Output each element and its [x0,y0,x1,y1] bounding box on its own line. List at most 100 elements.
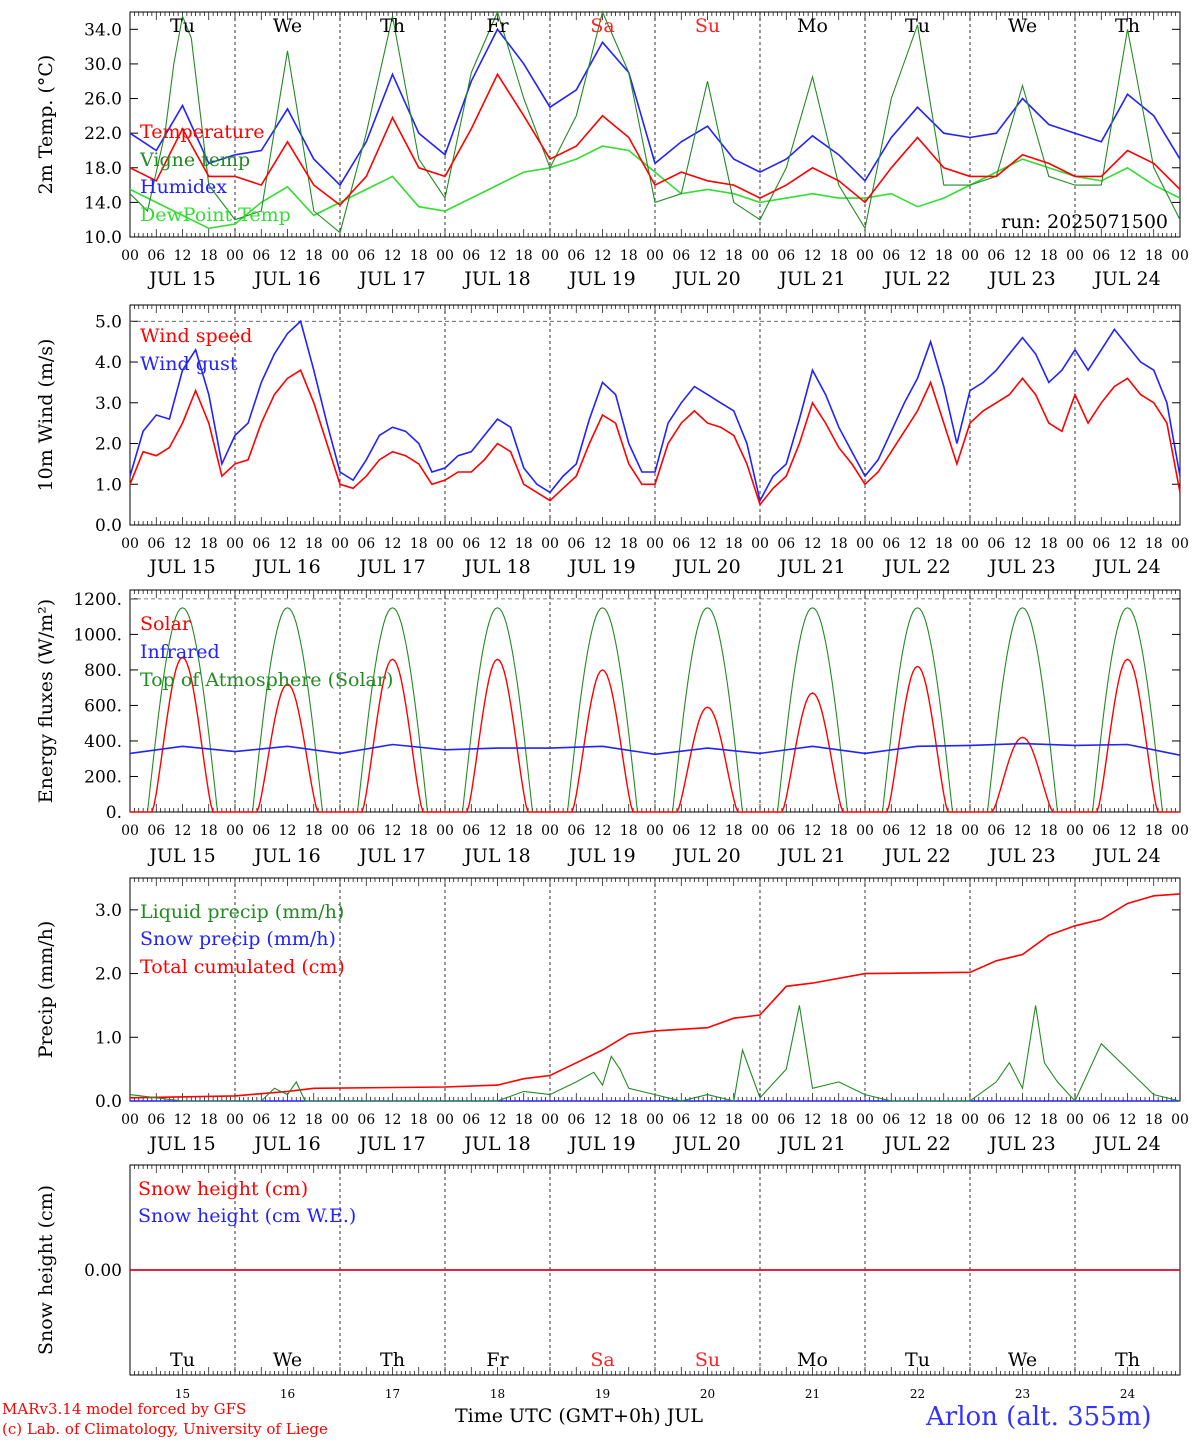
weekday-label: Fr [486,15,509,37]
hour-tick-label: 12 [174,536,192,552]
weekday-label: Th [380,15,405,37]
hour-tick-label: 12 [1119,823,1137,839]
day-number-label: 22 [910,1387,925,1401]
weekday-label: Su [695,15,720,37]
hour-tick-label: 18 [1040,1112,1058,1128]
date-label: JUL 18 [462,845,530,867]
hour-tick-label: 06 [462,536,480,552]
hour-tick-label: 18 [620,823,638,839]
hour-tick-label: 06 [147,536,165,552]
legend-entry: Top of Atmosphere (Solar) [140,669,393,691]
hour-tick-label: 00 [226,536,244,552]
hour-tick-label: 12 [279,1112,297,1128]
y-axis-title: Energy fluxes (W/m²) [35,599,57,803]
hour-tick-label: 18 [725,823,743,839]
date-label: JUL 19 [567,845,635,867]
hour-tick-label: 06 [147,823,165,839]
hour-tick-label: 00 [1066,1112,1084,1128]
hour-tick-label: 18 [830,536,848,552]
y-tick-label: 1.0 [95,475,122,495]
date-label: JUL 20 [672,1133,740,1155]
hour-tick-label: 00 [331,536,349,552]
y-tick-label: 200. [84,767,122,787]
legend-entry: Vigne temp [139,149,250,171]
y-tick-label: 600. [84,696,122,716]
y-tick-label: 0.00 [84,1261,122,1281]
series-line-total-cumulated-cm- [129,893,1181,1099]
hour-tick-label: 12 [804,536,822,552]
hour-tick-label: 18 [515,1112,533,1128]
date-label: JUL 22 [882,556,950,578]
hour-tick-label: 12 [1014,1112,1032,1128]
y-tick-label: 1000. [73,625,122,645]
weekday-label: Th [1115,15,1140,37]
y-tick-label: 22.0 [84,124,122,144]
hour-tick-label: 12 [594,1112,612,1128]
hour-tick-label: 06 [252,248,270,264]
hour-tick-label: 12 [489,1112,507,1128]
weekday-label: Th [380,1349,405,1371]
hour-tick-label: 06 [147,1112,165,1128]
hour-tick-label: 18 [620,248,638,264]
y-axis-title: 10m Wind (m/s) [35,339,57,492]
legend-entry: Solar [140,613,192,635]
hour-tick-label: 18 [1145,1112,1163,1128]
hour-tick-label: 06 [567,536,585,552]
hour-tick-label: 18 [935,248,953,264]
hour-tick-label: 18 [1145,248,1163,264]
date-label: JUL 24 [1092,1133,1160,1155]
hour-tick-label: 12 [909,1112,927,1128]
date-label: JUL 21 [777,845,845,867]
hour-tick-label: 00 [856,1112,874,1128]
hour-tick-label: 18 [305,1112,323,1128]
hour-tick-label: 18 [830,248,848,264]
hour-tick-label: 06 [147,248,165,264]
hour-tick-label: 12 [279,536,297,552]
hour-tick-label: 18 [200,248,218,264]
hour-tick-label: 06 [672,248,690,264]
hour-tick-label: 12 [384,536,402,552]
hour-tick-label: 18 [305,823,323,839]
date-label: JUL 17 [357,845,425,867]
weekday-label: We [1008,15,1037,37]
series-line-infrared [129,742,1181,756]
hour-tick-label: 18 [830,823,848,839]
hour-tick-label: 06 [882,536,900,552]
hour-tick-label: 00 [856,536,874,552]
hour-tick-label: 12 [909,823,927,839]
hour-tick-label: 12 [804,1112,822,1128]
hour-tick-label: 00 [1171,823,1189,839]
weekday-label: We [273,15,302,37]
hour-tick-label: 18 [830,1112,848,1128]
hour-tick-label: 18 [515,248,533,264]
hour-tick-label: 12 [489,823,507,839]
hour-tick-label: 12 [699,1112,717,1128]
hour-tick-label: 00 [961,823,979,839]
hour-tick-label: 12 [909,536,927,552]
hour-tick-label: 18 [935,1112,953,1128]
hour-tick-label: 00 [646,1112,664,1128]
hour-tick-label: 00 [646,823,664,839]
y-axis-title: 2m Temp. (°C) [35,55,57,195]
weekday-label: Mo [797,15,828,37]
hour-tick-label: 00 [121,1112,139,1128]
y-tick-label: 18.0 [84,159,122,179]
hour-tick-label: 06 [252,1112,270,1128]
hour-tick-label: 06 [462,823,480,839]
date-label: JUL 15 [147,1133,215,1155]
legend-entry: Infrared [140,641,220,663]
hour-tick-label: 18 [515,823,533,839]
hour-tick-label: 12 [174,248,192,264]
legend-entry: Wind speed [140,325,252,347]
hour-tick-label: 12 [1014,536,1032,552]
date-label: JUL 17 [357,1133,425,1155]
hour-tick-label: 00 [856,248,874,264]
hour-tick-label: 06 [1092,1112,1110,1128]
hour-tick-label: 06 [357,1112,375,1128]
date-label: JUL 16 [252,556,320,578]
hour-tick-label: 06 [252,536,270,552]
weekday-label: Su [695,1349,720,1371]
hour-tick-label: 06 [1092,536,1110,552]
